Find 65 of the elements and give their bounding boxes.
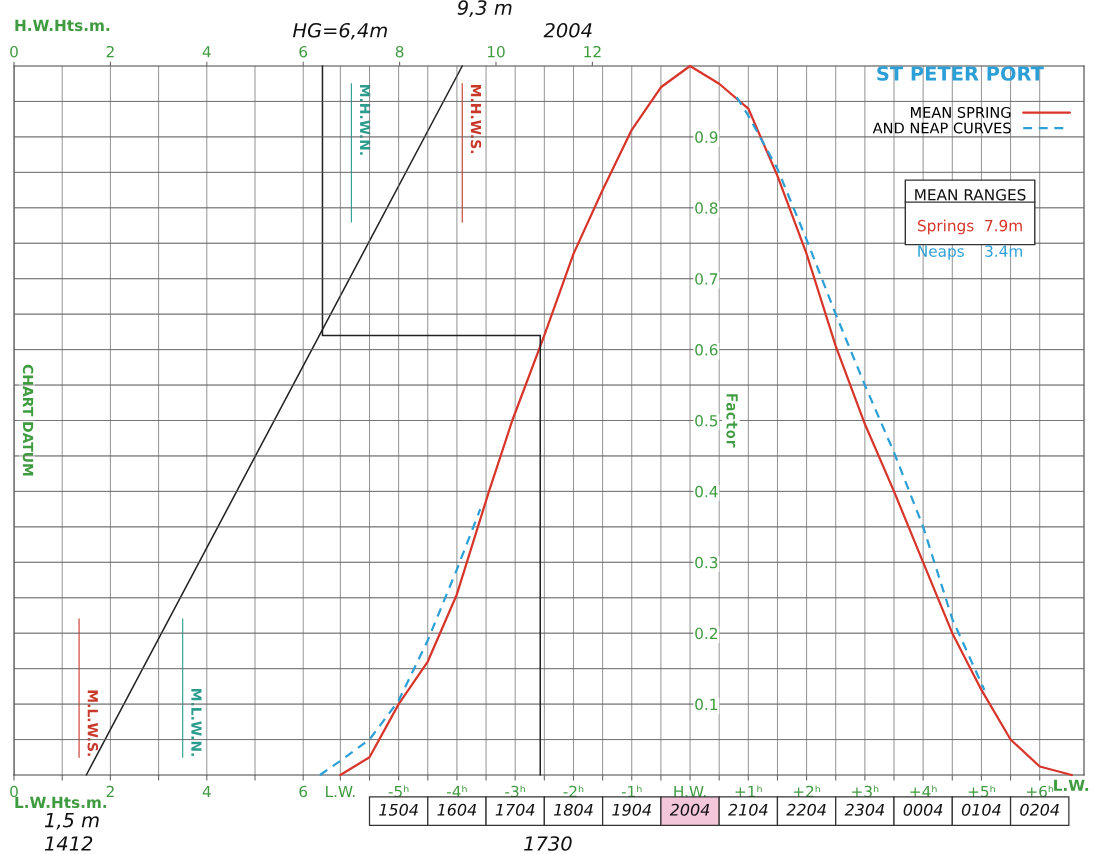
x-tick-label: -4ʰ	[446, 785, 467, 798]
x2-tick-label: 4	[202, 46, 211, 58]
y-tick-label: 0.8	[695, 202, 718, 214]
ref-line-label: M.H.W.N.	[360, 85, 371, 155]
text: 0104	[961, 803, 1001, 816]
x-tick-label: +4ʰ	[910, 785, 937, 798]
text: 2304	[844, 803, 885, 816]
x-tick-label: H.W.	[674, 785, 706, 798]
y-tick-label: 0.6	[695, 344, 718, 356]
y-tick-label: 0.5	[695, 414, 718, 427]
text: HG=6,4m	[292, 22, 387, 40]
y-axis-title: CHART DATUM	[22, 364, 34, 476]
x-tick-label: -3ʰ	[505, 785, 526, 798]
text: 2004	[669, 803, 710, 816]
y-tick-label: 0.1	[695, 698, 718, 711]
x-tick-label: L.W.	[326, 785, 355, 798]
y-tick-label: 0.2	[695, 627, 717, 640]
x-tick-label: 0	[10, 785, 18, 798]
x-tick-label: +5ʰ	[968, 785, 995, 798]
annotation: Neaps 3.4m	[918, 245, 1022, 260]
text: 0204	[1020, 803, 1059, 816]
x-tick-label: 6	[299, 785, 308, 798]
legend-label: AND NEAP CURVES	[872, 122, 1011, 134]
x2-tick-label: 2	[106, 45, 114, 58]
x-tick-label: 4	[202, 785, 211, 798]
text: 0004	[903, 803, 943, 816]
x2-tick-label: 0	[10, 45, 18, 58]
text: 2104	[728, 803, 768, 816]
ref-line-label: M.L.W.S.	[87, 690, 99, 756]
legend-label: MEAN SPRING	[910, 106, 1011, 118]
annotation: MEAN RANGES	[915, 188, 1026, 201]
chart-title: ST PETER PORT	[877, 66, 1044, 81]
x-tick-label: +2ʰ	[793, 785, 821, 798]
ref-line-label: M.H.W.S.	[470, 85, 482, 154]
text: 1604	[437, 803, 477, 816]
x2-tick-label: 12	[584, 45, 601, 58]
x-tick-label: -2ʰ	[563, 785, 584, 798]
x-tick-label: 2	[106, 785, 114, 798]
x-tick-label: -5ʰ	[388, 785, 409, 798]
y-tick-label: 0.4	[695, 485, 718, 498]
x-tick-label: +1ʰ	[735, 785, 762, 798]
text: 1504	[379, 803, 418, 816]
text: 1704	[495, 803, 535, 816]
text: 9,3 m	[457, 0, 512, 17]
x2-axis-title: H.W.Hts.m.	[15, 19, 110, 32]
text: 2204	[786, 803, 826, 816]
ref-line-label: M.L.W.N.	[191, 688, 202, 756]
x-axis-title: L.W.Hts.m.	[15, 796, 107, 809]
x-tick-label: +3ʰ	[852, 785, 879, 798]
y-tick-label: 0.3	[695, 556, 718, 569]
text: 1,5 m	[44, 812, 99, 830]
x-tick-label: +6ʰ	[1026, 785, 1054, 798]
text: 2004	[543, 22, 592, 38]
text: 1804	[553, 803, 593, 816]
text: 1412	[44, 836, 93, 851]
text: 1730	[524, 836, 572, 851]
annotation: Springs 7.9m	[917, 219, 1022, 235]
x2-tick-label: 10	[487, 45, 505, 58]
y-axis-title: Factor	[726, 394, 738, 448]
x2-tick-label: 6	[299, 45, 308, 58]
text: 1904	[612, 803, 651, 816]
x-tick-label: -1ʰ	[621, 785, 642, 798]
x2-tick-label: 8	[395, 45, 404, 58]
y-tick-label: 0.7	[695, 273, 718, 285]
y-tick-label: 0.9	[695, 131, 718, 143]
